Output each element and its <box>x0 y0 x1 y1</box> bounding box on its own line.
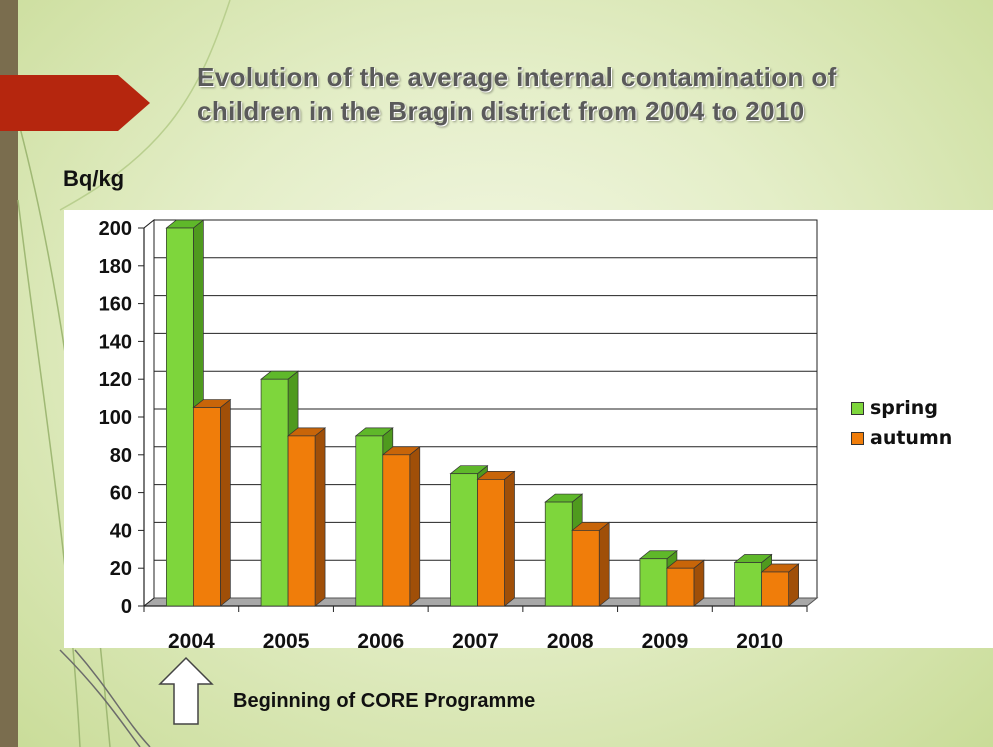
bar-spring-2006 <box>355 435 384 607</box>
legend-item-spring: spring <box>851 393 952 423</box>
bar-side-autumn-2008 <box>598 521 610 607</box>
bar-side-autumn-2007 <box>504 470 515 607</box>
plot-left-wall <box>143 218 155 608</box>
slide-title: Evolution of the average internal contam… <box>197 62 837 126</box>
y-tick-label: 100 <box>99 407 132 429</box>
bar-spring-2009 <box>639 558 668 607</box>
legend-swatch-autumn <box>851 431 864 445</box>
y-tick-label: 80 <box>110 445 132 467</box>
core-programme-annotation: Beginning of CORE Programme <box>233 690 536 712</box>
x-tick-label: 2005 <box>263 630 310 648</box>
x-tick-label: 2007 <box>452 630 499 648</box>
chart-legend: spring autumn <box>851 393 952 453</box>
y-tick-label: 160 <box>99 294 132 316</box>
legend-item-autumn: autumn <box>851 423 952 453</box>
title-accent-arrow <box>0 75 150 131</box>
x-tick-label: 2004 <box>168 630 215 648</box>
bar-autumn-2008 <box>571 530 600 607</box>
x-tick-label: 2008 <box>547 630 594 648</box>
y-tick-label: 20 <box>110 558 132 580</box>
y-tick-label: 120 <box>99 369 132 391</box>
bar-autumn-2005 <box>287 435 316 607</box>
bar-autumn-2006 <box>382 454 411 607</box>
bar-autumn-2010 <box>761 571 789 607</box>
bar-autumn-2004 <box>193 407 221 607</box>
bar-spring-2010 <box>734 562 762 607</box>
bar-side-autumn-2005 <box>314 427 326 607</box>
bar-spring-2004 <box>166 227 194 607</box>
y-tick-label: 180 <box>99 256 132 278</box>
legend-swatch-spring <box>851 401 864 415</box>
bar-spring-2005 <box>260 378 289 607</box>
bar-spring-2007 <box>450 473 478 607</box>
bar-autumn-2007 <box>477 479 505 607</box>
chart-panel: 0 20 40 60 80 100 120 140 160 180 200 2004 2005 2006 2… <box>64 210 993 648</box>
legend-label-autumn: autumn <box>870 427 953 449</box>
bar-side-autumn-2004 <box>220 398 231 607</box>
bar-chart: 0 20 40 60 80 100 120 140 160 180 200 2004 2005 2006 2… <box>99 218 819 648</box>
bar-side-autumn-2006 <box>409 446 421 607</box>
y-tick-label: 200 <box>99 218 132 240</box>
y-tick-label: 0 <box>121 596 132 618</box>
x-tick-label: 2006 <box>357 630 404 648</box>
y-tick-label: 60 <box>110 483 132 505</box>
x-tick-label: 2009 <box>642 630 689 648</box>
up-arrow-icon <box>158 656 214 725</box>
bar-autumn-2009 <box>666 567 695 607</box>
y-tick-label: 40 <box>110 520 132 542</box>
legend-label-spring: spring <box>870 397 938 419</box>
y-axis-unit-label: Bq/kg <box>63 166 125 191</box>
bar-spring-2008 <box>544 501 573 607</box>
left-accent-bar <box>0 0 18 747</box>
x-tick-label: 2010 <box>736 630 783 648</box>
y-tick-label: 140 <box>99 331 132 353</box>
